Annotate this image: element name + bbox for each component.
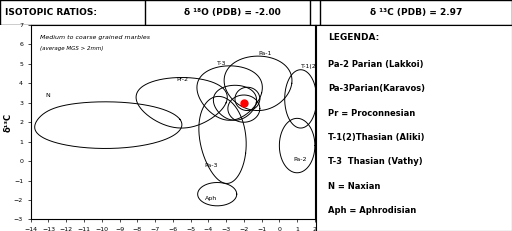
Text: ISOTOPIC RATIOS:: ISOTOPIC RATIOS: <box>5 8 97 17</box>
Text: Pr = Proconnesian: Pr = Proconnesian <box>328 109 415 118</box>
Text: Medium to coarse grained marbles: Medium to coarse grained marbles <box>39 35 150 40</box>
Text: δ ¹⁸O (PDB) = -2.00: δ ¹⁸O (PDB) = -2.00 <box>184 8 281 17</box>
Text: N: N <box>45 93 50 98</box>
Text: N = Naxian: N = Naxian <box>328 182 380 191</box>
Text: Pa-3: Pa-3 <box>205 163 218 168</box>
Text: T-3: T-3 <box>217 61 227 66</box>
Text: LEGENDA:: LEGENDA: <box>328 33 379 42</box>
Text: Aph = Aphrodisian: Aph = Aphrodisian <box>328 206 416 215</box>
Text: Pa-1: Pa-1 <box>258 51 271 56</box>
Text: Aph: Aph <box>205 196 217 201</box>
Text: Pa-3Parian(Karavos): Pa-3Parian(Karavos) <box>328 84 425 93</box>
Text: T-1(2)Thasian (Aliki): T-1(2)Thasian (Aliki) <box>328 133 424 142</box>
Text: Pa-2: Pa-2 <box>293 157 307 162</box>
Text: Pr-2: Pr-2 <box>176 77 188 82</box>
Y-axis label: δ¹³C: δ¹³C <box>4 113 12 132</box>
Text: T-1(2): T-1(2) <box>301 64 319 69</box>
Text: T-3  Thasian (Vathy): T-3 Thasian (Vathy) <box>328 157 423 166</box>
Text: δ ¹³C (PDB) = 2.97: δ ¹³C (PDB) = 2.97 <box>370 8 462 17</box>
Text: Pa-2 Parian (Lakkoi): Pa-2 Parian (Lakkoi) <box>328 60 423 69</box>
Text: (average MGS > 2mm): (average MGS > 2mm) <box>39 46 103 51</box>
